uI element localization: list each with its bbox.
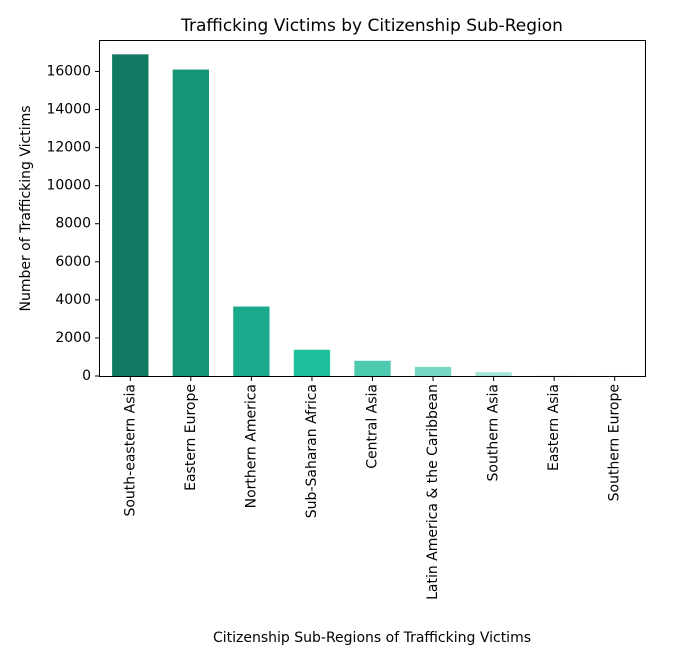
- y-tick-label: 2000: [55, 330, 91, 346]
- y-tick-label: 0: [82, 368, 91, 384]
- y-tick-label: 12000: [46, 140, 91, 156]
- x-axis: South-eastern Asia Eastern Europe Northern…: [122, 376, 623, 600]
- bar: [233, 306, 270, 376]
- x-axis-label: Citizenship Sub-Regions of Trafficking V…: [213, 630, 531, 646]
- x-tick-label: Central Asia: [365, 384, 381, 469]
- y-tick-label: 8000: [55, 216, 91, 232]
- x-tick-label: Eastern Europe: [183, 384, 199, 491]
- y-tick-label: 6000: [55, 254, 91, 270]
- x-tick-label: Latin America & the Caribbean: [425, 384, 441, 600]
- chart-title: Trafficking Victims by Citizenship Sub-R…: [180, 16, 563, 36]
- bar-group: [112, 54, 633, 377]
- x-tick-label: Southern Europe: [607, 384, 623, 501]
- bar: [475, 372, 512, 376]
- y-tick-label: 14000: [46, 102, 91, 118]
- bar: [293, 349, 331, 376]
- x-tick-label: Northern America: [243, 384, 259, 508]
- x-tick-label: Sub-Saharan Africa: [304, 384, 320, 518]
- x-tick-label: Eastern Asia: [546, 384, 562, 471]
- y-tick-label: 4000: [55, 292, 91, 308]
- bar: [172, 69, 209, 377]
- bar: [354, 360, 391, 376]
- y-axis: 0 2000 4000 6000 8000 10000 12000 14000 16000: [46, 63, 100, 384]
- y-axis-label: Number of Trafficking Victims: [18, 105, 34, 311]
- bar: [414, 366, 452, 376]
- x-tick-label: South-eastern Asia: [122, 384, 138, 517]
- y-tick-label: 16000: [46, 63, 91, 79]
- x-tick-label: Southern Asia: [486, 384, 502, 481]
- y-tick-label: 10000: [46, 178, 91, 194]
- bar: [112, 54, 149, 376]
